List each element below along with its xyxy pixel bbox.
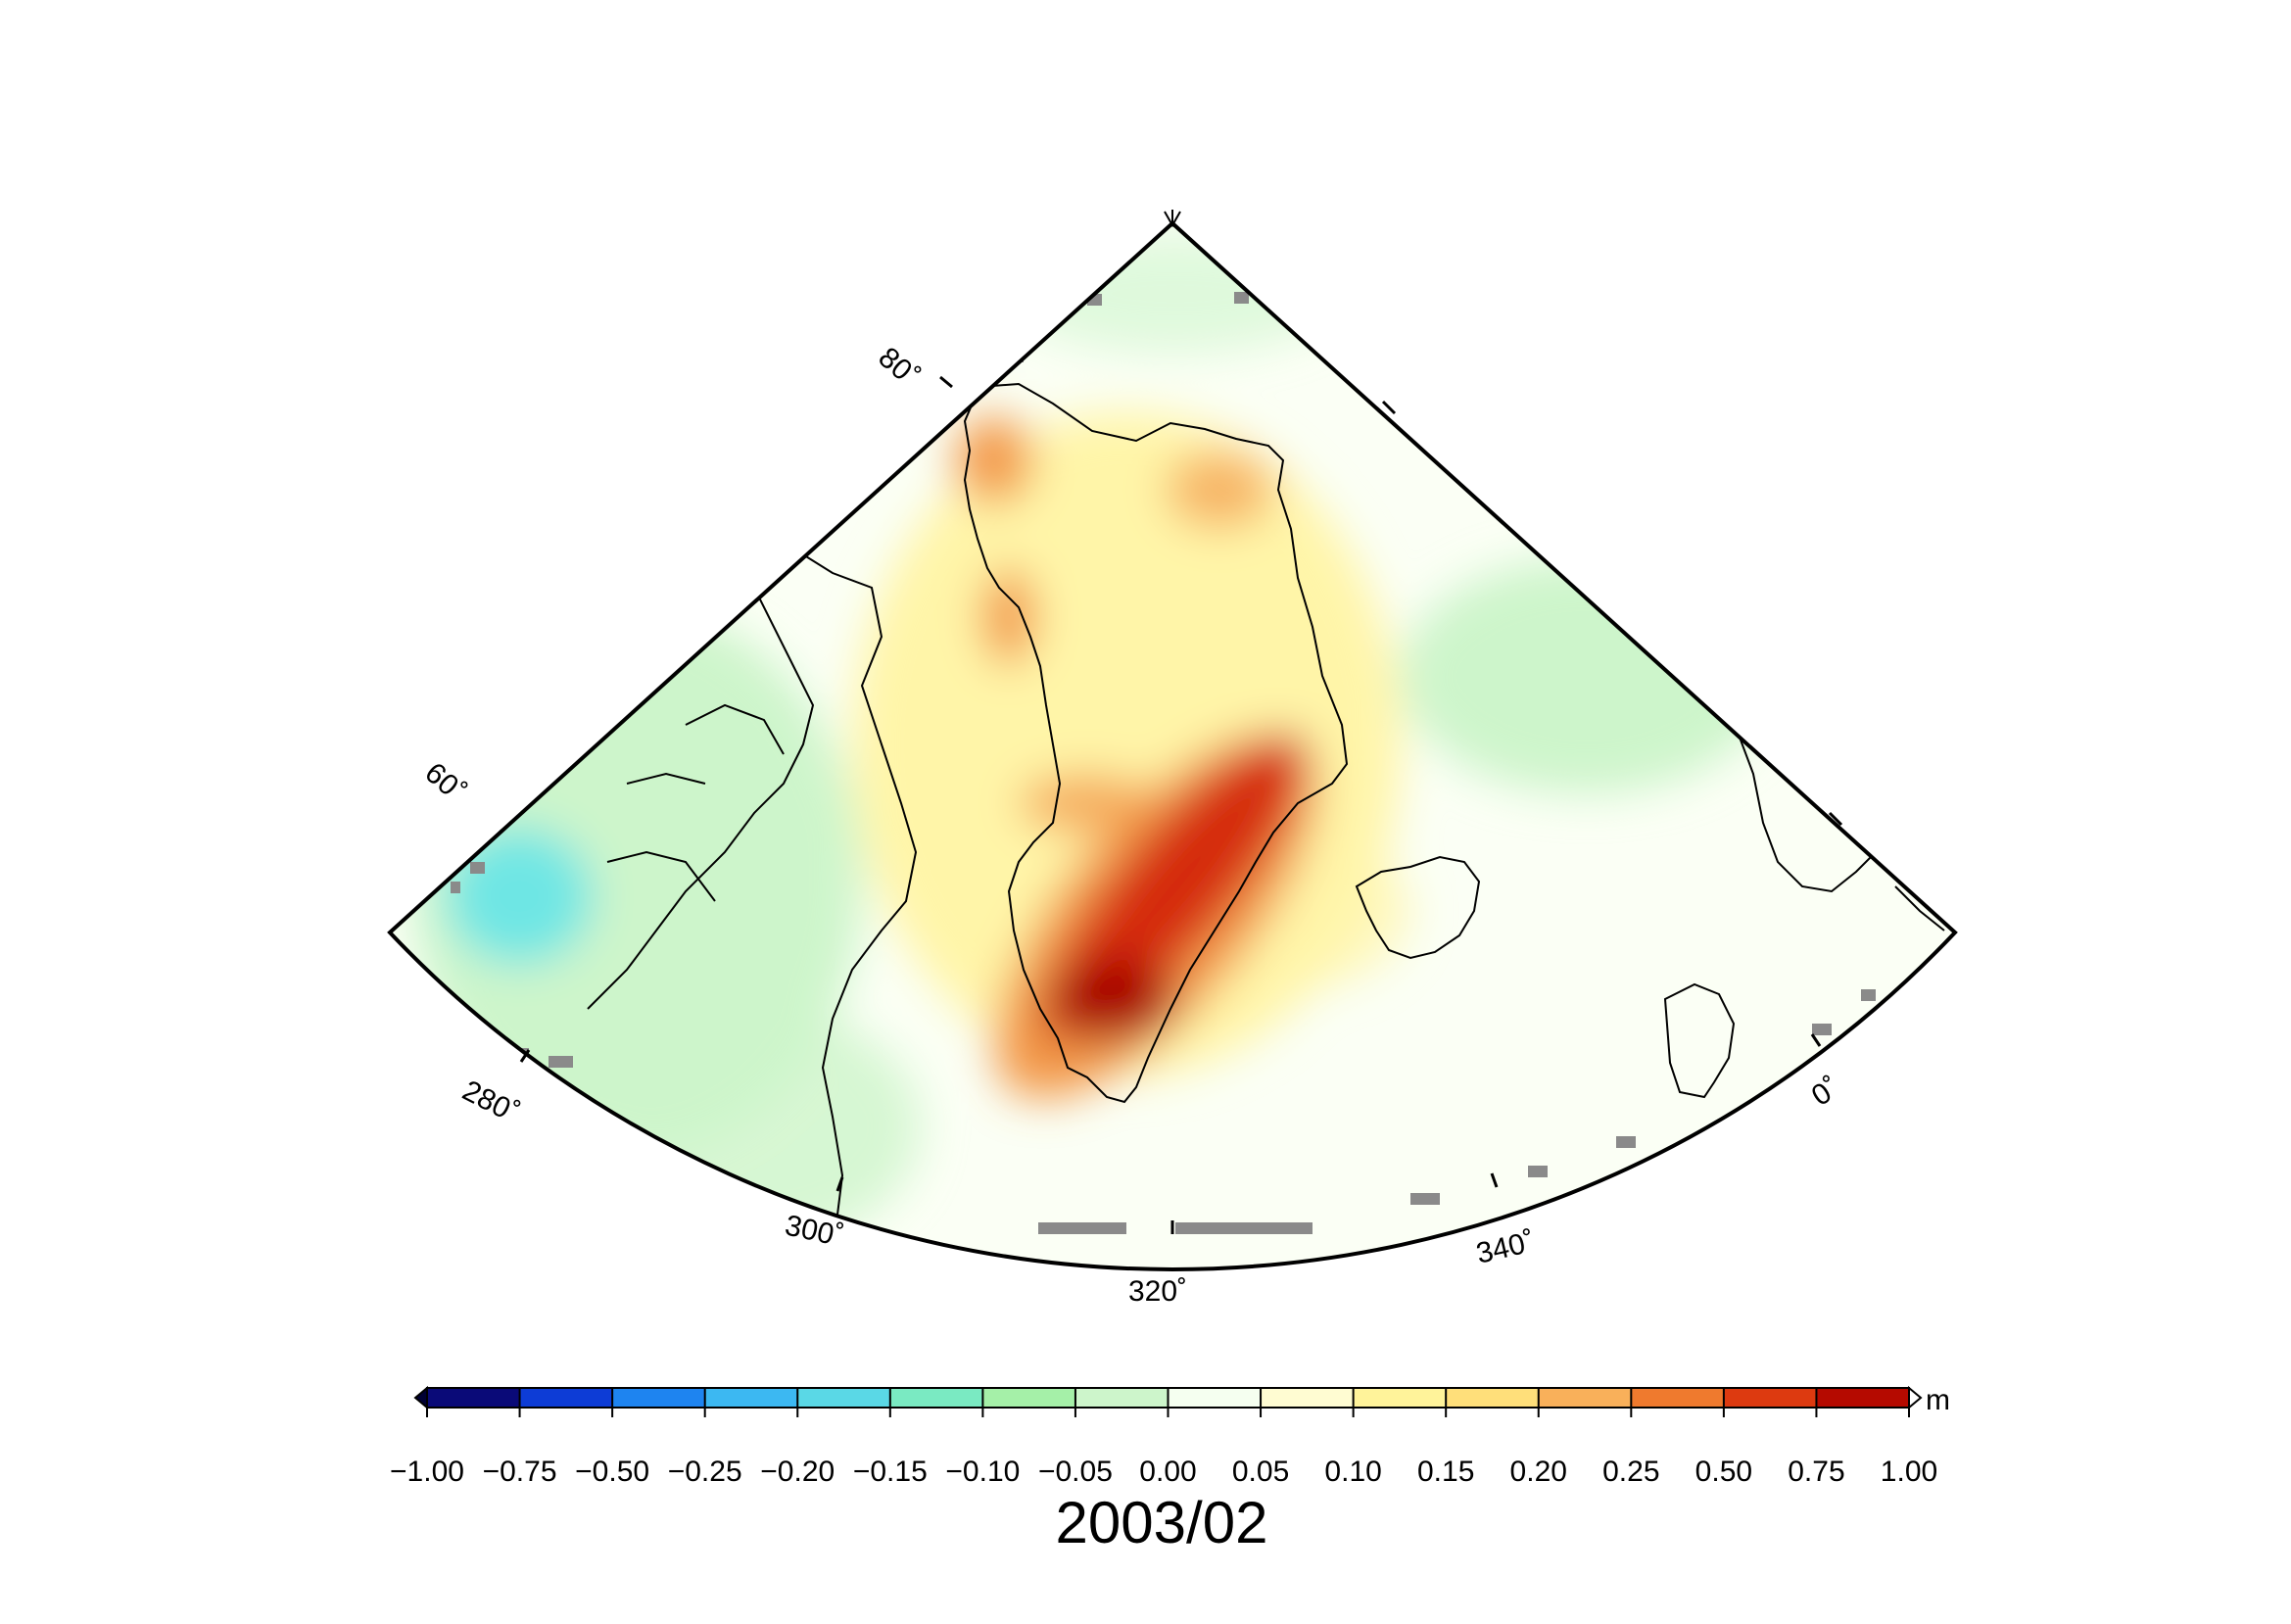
colorbar-cell (427, 1388, 521, 1408)
frame-tick (1810, 1033, 1822, 1047)
masked-cell (451, 882, 460, 893)
colorbar-cell (982, 1388, 1076, 1408)
colorbar-tick-label: 1.00 (1881, 1456, 1937, 1488)
lat-label-60: 60˚ (418, 756, 471, 808)
colorbar-cell (797, 1388, 891, 1408)
colorbar-cell (1538, 1388, 1632, 1408)
iceland-coastline (1355, 855, 1481, 960)
frame-tick (939, 375, 953, 389)
frame-tick (1828, 811, 1843, 827)
colorbar-cell (1446, 1388, 1540, 1408)
colorbar-unit: m (1926, 1384, 1950, 1416)
colorbar-tick-label: 0.05 (1232, 1456, 1289, 1488)
colorbar-tick-label: 0.15 (1417, 1456, 1474, 1488)
frame-tick (519, 1049, 531, 1063)
anomaly-patch (1166, 451, 1273, 529)
anomaly-patch (1009, 235, 1342, 353)
colorbar-cell (612, 1388, 706, 1408)
scandinavia-coastline (1738, 734, 1945, 931)
frame-tick (835, 1176, 844, 1192)
colorbar-tick-label: −0.25 (668, 1456, 742, 1488)
colorbar-tick-label: −0.05 (1038, 1456, 1113, 1488)
colorbar-cell (1723, 1388, 1817, 1408)
colorbar-cell (704, 1388, 798, 1408)
lon-label-320: 320˚ (1128, 1275, 1187, 1308)
colorbar-right-cap (1908, 1385, 1923, 1410)
colorbar-cell (889, 1388, 983, 1408)
colorbar-tick-label: −0.50 (575, 1456, 649, 1488)
colorbar-tick-label: 0.25 (1602, 1456, 1659, 1488)
lat-label-80: 80˚ (872, 341, 925, 393)
colorbar-left-cap (413, 1385, 428, 1410)
colorbar-tick-label: −0.10 (945, 1456, 1020, 1488)
masked-cell (1450, 348, 1464, 359)
map-title: 2003/02 (1056, 1490, 1268, 1555)
masked-cell (1038, 1222, 1126, 1234)
colorbar-cell (1261, 1388, 1355, 1408)
masked-cell (1234, 292, 1249, 304)
coastlines (587, 382, 1945, 1216)
masked-cell (1528, 1166, 1548, 1177)
colorbar-cell (1816, 1388, 1910, 1408)
colorbar-cell (519, 1388, 613, 1408)
colorbar-cell (1074, 1388, 1169, 1408)
colorbar: −1.00 −0.75 −0.50 −0.25 −0.20 −0.15 −0.10 −0.05… (390, 1384, 1950, 1488)
frame-tick (488, 829, 503, 844)
colorbar-tick-label: 0.50 (1695, 1456, 1752, 1488)
frame-tick (1490, 1172, 1499, 1188)
canada-coastline (587, 547, 918, 1216)
greenland-coastline (963, 382, 1349, 1104)
anomaly-patch (607, 1009, 921, 1244)
pole-marker (1164, 210, 1181, 228)
colorbar-ticks (426, 1388, 1910, 1417)
colorbar-cell (1631, 1388, 1725, 1408)
colorbar-tick-label: −1.00 (390, 1456, 464, 1488)
colorbar-tick-label: 0.20 (1510, 1456, 1567, 1488)
masked-cell (1410, 1193, 1440, 1205)
masked-cell (1812, 1024, 1832, 1035)
masked-cell (470, 862, 485, 874)
masked-cell (1175, 1222, 1313, 1234)
masked-cell (549, 1056, 573, 1068)
colorbar-tick-label: 0.75 (1788, 1456, 1844, 1488)
lon-label-280: 280˚ (457, 1075, 524, 1130)
anomaly-patch (446, 828, 593, 965)
frame-tick (1381, 400, 1397, 415)
map-frame (387, 220, 1958, 1271)
anomaly-patch (1048, 958, 1175, 1040)
lon-label-0: 0˚ (1806, 1072, 1845, 1113)
masked-cell (1861, 989, 1876, 1001)
anomaly-patch (955, 416, 1033, 504)
anomaly-patch (981, 568, 1036, 666)
lon-label-340: 340˚ (1473, 1225, 1538, 1270)
anomaly-patch (1401, 558, 1773, 793)
colorbar-tick-label: 0.10 (1324, 1456, 1381, 1488)
colorbar-tick-label: 0.00 (1139, 1456, 1196, 1488)
colorbar-cells (427, 1388, 1910, 1408)
colorbar-cell (1353, 1388, 1447, 1408)
colorbar-tick-labels: −1.00 −0.75 −0.50 −0.25 −0.20 −0.15 −0.10 −0.05… (390, 1456, 1937, 1488)
masked-cell (1616, 1136, 1636, 1148)
colorbar-tick-label: −0.20 (760, 1456, 835, 1488)
britain-coastline (1663, 982, 1736, 1099)
colorbar-tick-label: −0.15 (853, 1456, 928, 1488)
colorbar-cell (1168, 1388, 1262, 1408)
frame-ticks (488, 210, 1843, 1234)
colorbar-tick-label: −0.75 (483, 1456, 557, 1488)
masked-cell (754, 1215, 779, 1226)
